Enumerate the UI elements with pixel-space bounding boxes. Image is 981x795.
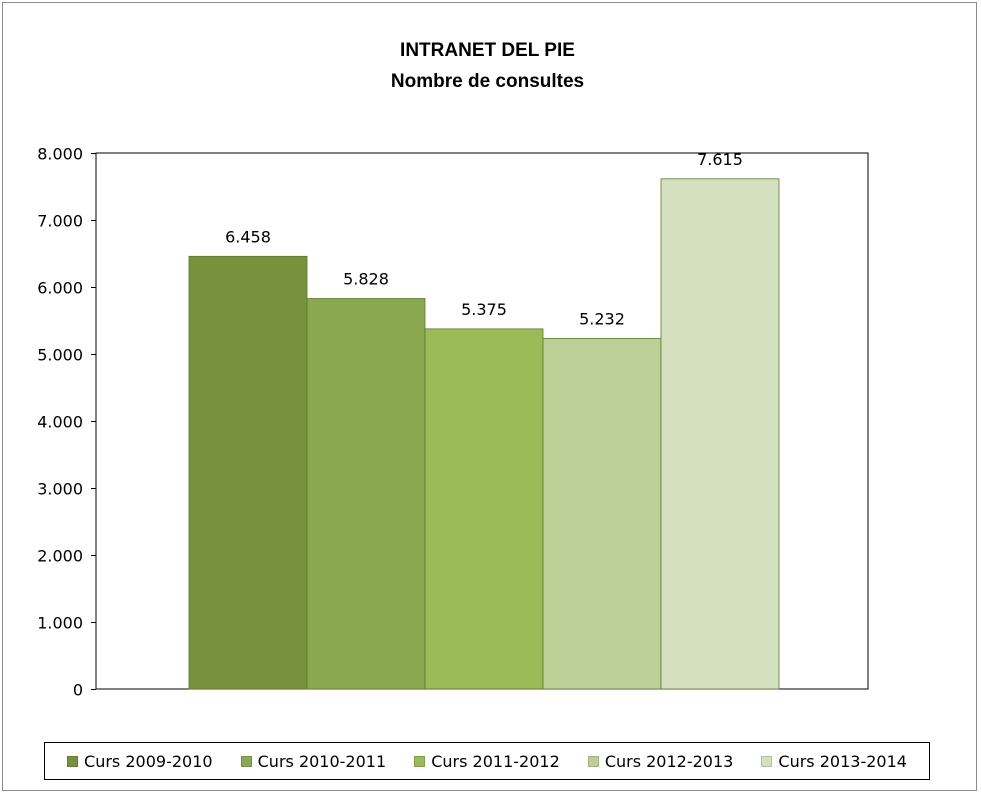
- chart-subtitle: Nombre de consultes: [390, 71, 585, 92]
- legend-item: Curs 2012-2013: [587, 751, 734, 771]
- data-label: 7.615: [697, 150, 743, 169]
- legend-item: Curs 2011-2012: [414, 752, 560, 771]
- y-tick-label: 4.000: [37, 413, 83, 432]
- y-tick-label: 3.000: [37, 480, 83, 499]
- legend-item: Curs 2009-2010: [67, 752, 213, 771]
- data-label: 5.828: [343, 270, 389, 289]
- legend-label: Curs 2011-2012: [431, 751, 560, 771]
- chart-title: INTRANET DEL PIE: [400, 40, 575, 61]
- y-tick-label: 0: [73, 681, 83, 700]
- bar: [188, 255, 308, 690]
- y-tick-label: 6.000: [37, 279, 83, 298]
- bar: [306, 298, 426, 690]
- legend-swatch: [67, 755, 79, 767]
- chart-legend: Curs 2009-2010 Curs 2010-2011 Curs 2011-20…: [44, 742, 930, 780]
- bar: [542, 338, 662, 690]
- bar: [660, 178, 780, 690]
- legend-swatch: [414, 755, 426, 767]
- data-label: 5.232: [579, 309, 625, 328]
- data-label: 6.458: [225, 227, 271, 246]
- legend-item: Curs 2010-2011: [240, 751, 387, 771]
- bar: [424, 328, 544, 690]
- y-tick-label: 1.000: [37, 614, 83, 633]
- legend-label: Curs 2013-2014: [778, 751, 907, 771]
- legend-label: Curs 2012-2013: [604, 751, 734, 771]
- legend-swatch: [587, 755, 599, 767]
- y-tick-label: 8.000: [37, 145, 83, 164]
- legend-label: Curs 2009-2010: [84, 751, 213, 771]
- legend-swatch: [240, 755, 252, 767]
- legend-swatch: [761, 755, 773, 767]
- y-tick-label: 2.000: [37, 547, 83, 566]
- y-tick-label: 5.000: [37, 346, 83, 365]
- legend-label: Curs 2010-2011: [257, 751, 387, 771]
- legend-item: Curs 2013-2014: [761, 752, 907, 771]
- data-label: 5.375: [461, 300, 507, 319]
- y-tick-label: 7.000: [37, 212, 83, 231]
